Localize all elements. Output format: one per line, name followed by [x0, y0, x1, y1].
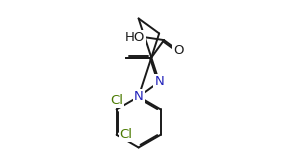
Text: N: N — [134, 90, 143, 103]
Text: HO: HO — [124, 31, 145, 44]
Text: N: N — [154, 75, 164, 88]
Text: O: O — [173, 44, 184, 57]
Text: Cl: Cl — [120, 128, 133, 141]
Text: Cl: Cl — [110, 94, 123, 107]
